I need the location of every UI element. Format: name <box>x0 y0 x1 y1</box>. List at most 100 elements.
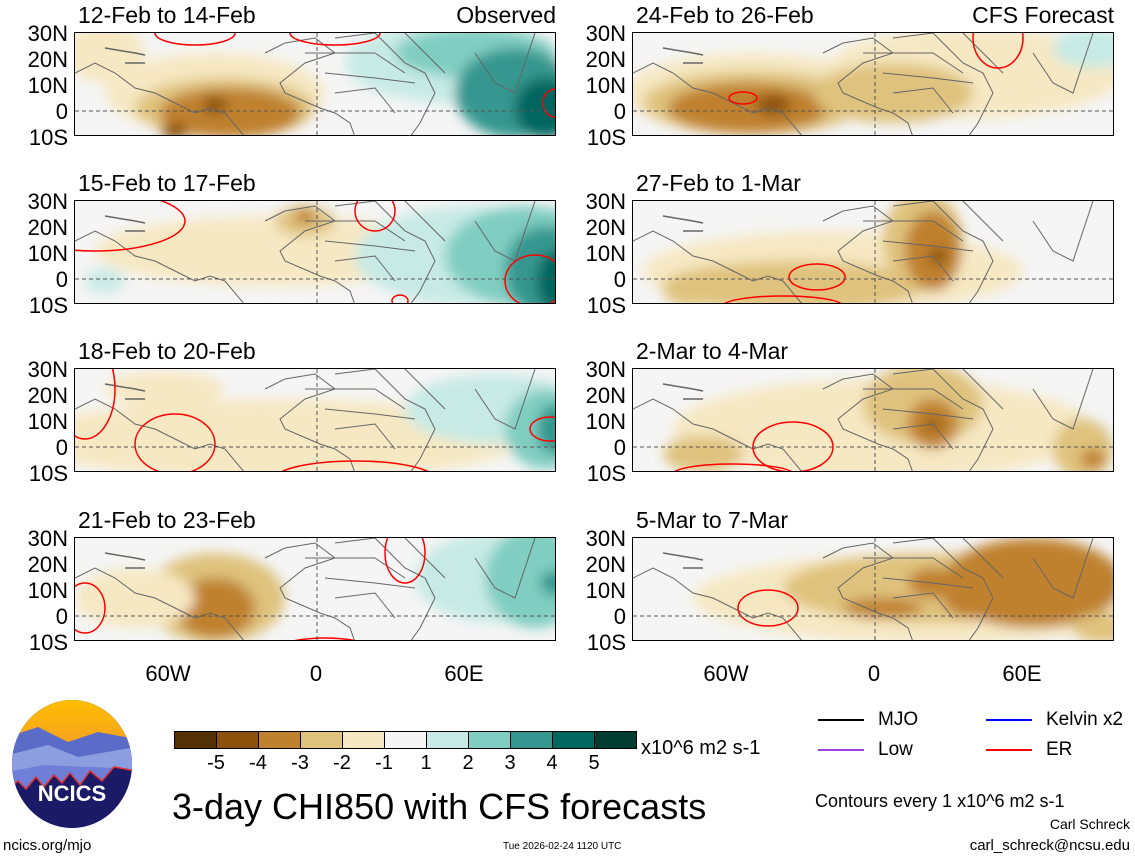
lat-label: 10N <box>27 578 68 603</box>
er-contour <box>289 33 381 46</box>
website-link[interactable]: ncics.org/mjo <box>3 837 92 854</box>
colorbar-swatch <box>175 732 217 748</box>
anomaly-region <box>175 578 255 638</box>
colorbar-units: x10^6 m2 s-1 <box>641 737 761 759</box>
lat-label: 20N <box>27 383 68 408</box>
lat-label: 20N <box>585 552 626 577</box>
anomaly-region <box>928 248 948 264</box>
map-panel <box>632 368 1114 472</box>
er-contour <box>728 91 758 105</box>
colorbar-swatch <box>385 732 427 748</box>
lat-label: 30N <box>27 526 68 551</box>
lat-label: 10S <box>28 125 68 150</box>
lat-label: 10N <box>585 578 626 603</box>
lat-label: 10N <box>27 73 68 98</box>
lon-label: 60E <box>1002 661 1042 686</box>
lat-label: 30N <box>27 21 68 46</box>
figure-title: 3-day CHI850 with CFS forecasts <box>172 786 707 827</box>
anomaly-region <box>75 568 195 628</box>
lat-label: 10S <box>586 293 626 318</box>
anomaly-region <box>668 83 828 133</box>
anomaly-region <box>295 208 315 224</box>
colorbar-swatch <box>343 732 385 748</box>
lat-label: 0 <box>613 99 626 124</box>
er-contour <box>354 201 396 232</box>
colorbar-tick: 3 <box>504 752 516 774</box>
er-contour <box>75 201 186 252</box>
er-contour <box>529 416 555 442</box>
logo-text: NCICS <box>38 781 106 806</box>
anomaly-region <box>161 123 189 135</box>
lat-label: 10S <box>28 630 68 655</box>
map-panel <box>632 200 1114 304</box>
colorbar-swatch <box>595 732 636 748</box>
lon-label: 60W <box>145 661 191 686</box>
panel-title: 21-Feb to 23-Feb <box>78 507 256 533</box>
map-panel <box>74 368 556 472</box>
lon-label: 60W <box>703 661 749 686</box>
lon-label: 60E <box>444 661 484 686</box>
ncics-logo: NCICS <box>12 700 132 828</box>
lon-label: 0 <box>867 661 881 686</box>
er-contour <box>737 589 799 627</box>
lat-label: 20N <box>585 47 626 72</box>
er-contour <box>75 582 106 634</box>
lat-label: 10N <box>585 409 626 434</box>
anomaly-region <box>540 571 555 595</box>
email: carl_schreck@ncsu.edu <box>969 837 1130 854</box>
lat-label: 10S <box>586 630 626 655</box>
anomaly-region <box>663 261 923 303</box>
contour-note: Contours every 1 x10^6 m2 s-1 <box>815 791 1065 811</box>
lat-label: 20N <box>27 215 68 240</box>
lat-label: 0 <box>613 435 626 460</box>
er-contour <box>724 295 842 303</box>
lat-label: 30N <box>585 21 626 46</box>
anomaly-region <box>515 78 555 135</box>
colorbar-tick: -4 <box>249 752 267 774</box>
panel-title: 15-Feb to 17-Feb <box>78 170 256 196</box>
legend-label: ER <box>1046 739 1073 760</box>
panel-title: 27-Feb to 1-Mar <box>636 170 801 196</box>
anomaly-region <box>537 251 555 303</box>
lat-label: 20N <box>27 47 68 72</box>
lat-label: 10N <box>27 409 68 434</box>
er-contour <box>788 263 846 291</box>
anomaly-region <box>203 96 227 114</box>
colorbar-tick: -3 <box>291 752 309 774</box>
anomaly-region <box>843 598 923 618</box>
legend-kelvin: Kelvin x2 <box>986 709 1123 731</box>
legend-label: Kelvin x2 <box>1046 709 1124 730</box>
author: Carl Schreck <box>1049 816 1130 832</box>
legend-swatch <box>818 749 864 751</box>
lat-label: 0 <box>55 267 68 292</box>
map-panel <box>74 537 556 641</box>
legend-swatch <box>986 749 1032 751</box>
colorbar-tick: 5 <box>588 752 600 774</box>
colorbar-tick: 2 <box>462 752 474 774</box>
panel-title: 5-Mar to 7-Mar <box>636 507 789 533</box>
colorbar-swatch <box>469 732 511 748</box>
map-panel <box>632 537 1114 641</box>
anomaly-region <box>943 578 1003 618</box>
lat-label: 10N <box>27 241 68 266</box>
lat-label: 0 <box>55 435 68 460</box>
panel-title: 12-Feb to 14-Feb <box>78 2 256 28</box>
legend-mjo: MJO <box>818 709 918 731</box>
lat-label: 20N <box>27 552 68 577</box>
anomaly-region <box>1081 449 1105 469</box>
map-panel <box>632 32 1114 136</box>
colorbar-tick: -1 <box>375 752 393 774</box>
anomaly-region <box>105 371 225 407</box>
colorbar-tick: 4 <box>546 752 558 774</box>
er-contour <box>972 33 1024 69</box>
lat-label: 10S <box>28 461 68 486</box>
panel-source-label: Observed <box>456 2 556 28</box>
er-contour <box>674 463 792 471</box>
panel-title: 24-Feb to 26-Feb <box>636 2 814 28</box>
anomaly-region <box>663 276 723 303</box>
lat-label: 0 <box>613 267 626 292</box>
anomaly-region <box>75 33 145 83</box>
timestamp: Tue 2026-02-24 1120 UTC <box>503 841 622 852</box>
map-panel <box>74 32 556 136</box>
